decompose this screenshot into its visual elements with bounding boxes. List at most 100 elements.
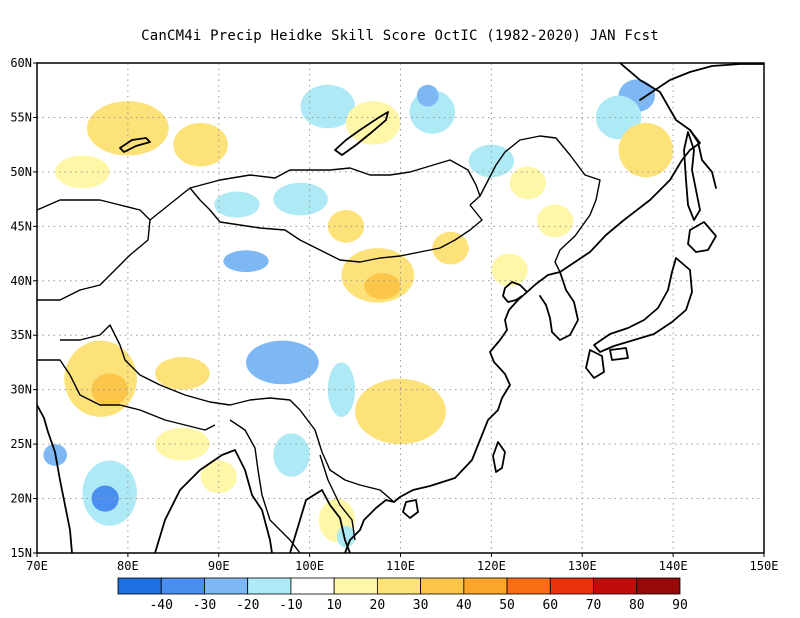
colorbar-label: -10 xyxy=(279,598,302,613)
colorbar-label: -20 xyxy=(236,598,259,613)
lon-tick-label: 140E xyxy=(659,559,688,573)
coastline-indochina xyxy=(289,489,351,553)
colorbar-label: 60 xyxy=(542,598,558,613)
field-patch-14 xyxy=(355,378,446,445)
coastline-india-west xyxy=(37,404,73,553)
border-china-southeast-asia xyxy=(299,409,395,503)
colorbar-swatch xyxy=(117,577,162,595)
lon-tick-label: 120E xyxy=(477,559,506,573)
field-patch-20 xyxy=(416,84,439,107)
coastline-bay-of-bengal xyxy=(154,449,273,553)
colorbar-label: 20 xyxy=(370,598,386,613)
field-patch-25 xyxy=(432,231,469,265)
graticule xyxy=(37,63,764,553)
border-india-north xyxy=(37,359,216,431)
colorbar-swatch xyxy=(636,577,681,595)
lat-tick-label: 45N xyxy=(10,219,32,233)
axis-labels: 70E 80E 90E 100E 110E 120E 130E 140E 150E 15N 20N 2… xyxy=(10,56,778,573)
field-patch-27 xyxy=(509,166,546,200)
colorbar-swatch xyxy=(506,577,551,595)
field-patch-9 xyxy=(91,485,119,512)
colorbar-swatch xyxy=(333,577,378,595)
lat-tick-label: 30N xyxy=(10,383,32,397)
island-hainan xyxy=(402,499,419,519)
colorbar-swatch xyxy=(549,577,594,595)
border-kazakhstan xyxy=(37,199,151,301)
lon-tick-label: 70E xyxy=(26,559,48,573)
field-patch-6 xyxy=(246,340,319,385)
coastline-okhotsk xyxy=(344,63,701,553)
coastline-kamchatka-bay xyxy=(689,129,717,189)
lon-tick-label: 100E xyxy=(295,559,324,573)
colorbar-swatch xyxy=(247,577,292,595)
lon-tick-label: 130E xyxy=(568,559,597,573)
colorbar-swatch xyxy=(420,577,465,595)
chart-title: CanCM4i Precip Heidke Skill Score OctIC … xyxy=(141,28,659,44)
colorbar-label: 10 xyxy=(326,598,342,613)
field-patch-7 xyxy=(223,250,269,273)
lon-tick-label: 80E xyxy=(117,559,139,573)
field-patch-13 xyxy=(364,273,401,300)
colorbar-swatch xyxy=(376,577,422,595)
colorbar-label: 50 xyxy=(499,598,515,613)
colorbar-label: 80 xyxy=(629,598,645,613)
field-patch-24 xyxy=(345,101,401,145)
island-kyushu xyxy=(585,349,605,379)
coastline-bohai xyxy=(502,281,528,303)
lat-tick-label: 25N xyxy=(10,437,32,451)
border-myanmar xyxy=(229,419,301,553)
field-patch-5 xyxy=(155,357,210,390)
field-patch-34 xyxy=(336,525,356,548)
skill-score-field xyxy=(43,79,674,548)
colorbar-swatch xyxy=(463,577,508,595)
colorbar-swatch xyxy=(204,577,249,595)
lake-balkhash xyxy=(119,137,151,153)
border-mongolia-russia xyxy=(149,159,481,221)
field-patch-29 xyxy=(491,253,528,287)
field-patch-23 xyxy=(618,122,674,178)
field-patch-18 xyxy=(300,84,356,129)
field-patch-0 xyxy=(86,101,169,156)
lon-tick-label: 90E xyxy=(208,559,230,573)
field-patch-32 xyxy=(273,433,310,477)
lat-tick-label: 55N xyxy=(10,110,32,124)
colorbar-swatch xyxy=(290,577,335,595)
field-patch-1 xyxy=(173,122,228,167)
colorbar-label: 40 xyxy=(456,598,472,613)
colorbar-label: -30 xyxy=(193,598,216,613)
lat-tick-label: 20N xyxy=(10,492,32,506)
field-patch-17 xyxy=(214,191,260,218)
lat-tick-label: 15N xyxy=(10,546,32,560)
island-hokkaido xyxy=(687,221,717,253)
field-patch-30 xyxy=(155,427,210,461)
lat-tick-label: 35N xyxy=(10,328,32,342)
colorbar-label: 90 xyxy=(672,598,688,613)
lon-tick-label: 150E xyxy=(750,559,779,573)
lake-baikal xyxy=(334,111,389,156)
border-mongolia-china xyxy=(189,187,483,263)
lon-tick-label: 110E xyxy=(386,559,415,573)
colorbar-swatch xyxy=(593,577,638,595)
border-laos-vietnam xyxy=(319,454,356,541)
colorbar-label: 70 xyxy=(586,598,602,613)
island-taiwan xyxy=(492,441,506,473)
border-china-northeast xyxy=(479,135,601,273)
island-shikoku xyxy=(609,347,629,361)
colorbar: -40 -30 -20 -10 10 20 30 40 50 60 70 80 90 xyxy=(117,577,688,613)
coastline-northeast xyxy=(639,63,764,101)
field-patch-26 xyxy=(468,144,515,178)
border-himalaya xyxy=(60,324,301,411)
coastlines-and-borders xyxy=(37,63,764,553)
field-patch-16 xyxy=(273,182,328,216)
island-honshu xyxy=(593,257,693,353)
lat-tick-label: 60N xyxy=(10,56,32,70)
coastline-korea xyxy=(539,271,579,341)
field-patch-28 xyxy=(536,204,574,238)
island-sakhalin xyxy=(683,131,701,221)
lat-tick-label: 40N xyxy=(10,274,32,288)
field-patch-11 xyxy=(327,362,356,417)
colorbar-label: 30 xyxy=(413,598,429,613)
lat-tick-label: 50N xyxy=(10,165,32,179)
colorbar-label: -40 xyxy=(149,598,172,613)
